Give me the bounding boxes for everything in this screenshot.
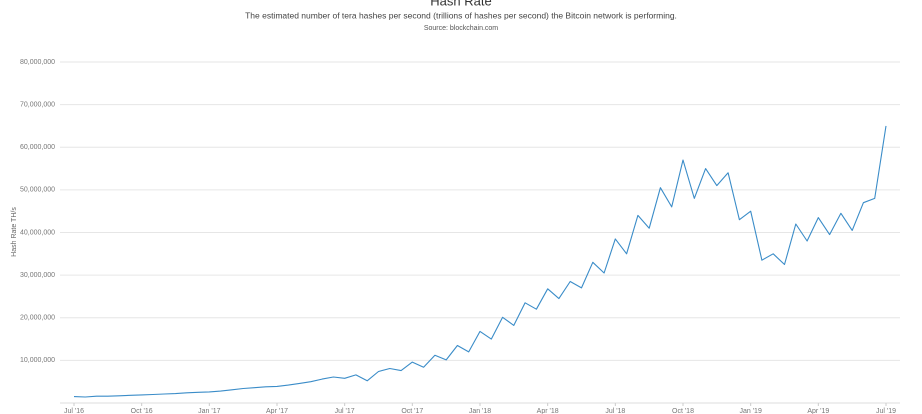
y-tick-label: 70,000,000 [20, 101, 55, 108]
y-tick-label: 30,000,000 [20, 272, 55, 279]
x-tick-label: Jul '19 [876, 408, 896, 414]
y-tick-label: 60,000,000 [20, 144, 55, 151]
x-tick-label: Apr '19 [807, 408, 829, 414]
x-tick-label: Oct '18 [672, 408, 694, 414]
chart-title: Hash Rate [430, 0, 491, 8]
x-tick-label: Jul '17 [335, 408, 355, 414]
y-tick-label: 50,000,000 [20, 187, 55, 194]
x-tick-label: Jan '17 [198, 408, 220, 414]
x-tick-label: Jan '19 [739, 408, 761, 414]
y-tick-label: 40,000,000 [20, 229, 55, 236]
chart-source: Source: blockchain.com [424, 25, 498, 32]
x-tick-label: Oct '17 [401, 408, 423, 414]
x-tick-label: Jul '16 [64, 408, 84, 414]
y-tick-label: 10,000,000 [20, 357, 55, 364]
line-series [73, 125, 887, 398]
chart-subtitle: The estimated number of tera hashes per … [245, 10, 677, 20]
x-tick-label: Apr '17 [266, 408, 288, 414]
x-tick-label: Jan '18 [469, 408, 491, 414]
x-tick-label: Apr '18 [537, 408, 559, 414]
y-tick-label: 80,000,000 [20, 59, 55, 66]
y-tick-label: 20,000,000 [20, 315, 55, 322]
x-tick-label: Oct '16 [131, 408, 153, 414]
y-axis-label: Hash Rate TH/s [11, 207, 18, 257]
x-tick-label: Jul '18 [605, 408, 625, 414]
